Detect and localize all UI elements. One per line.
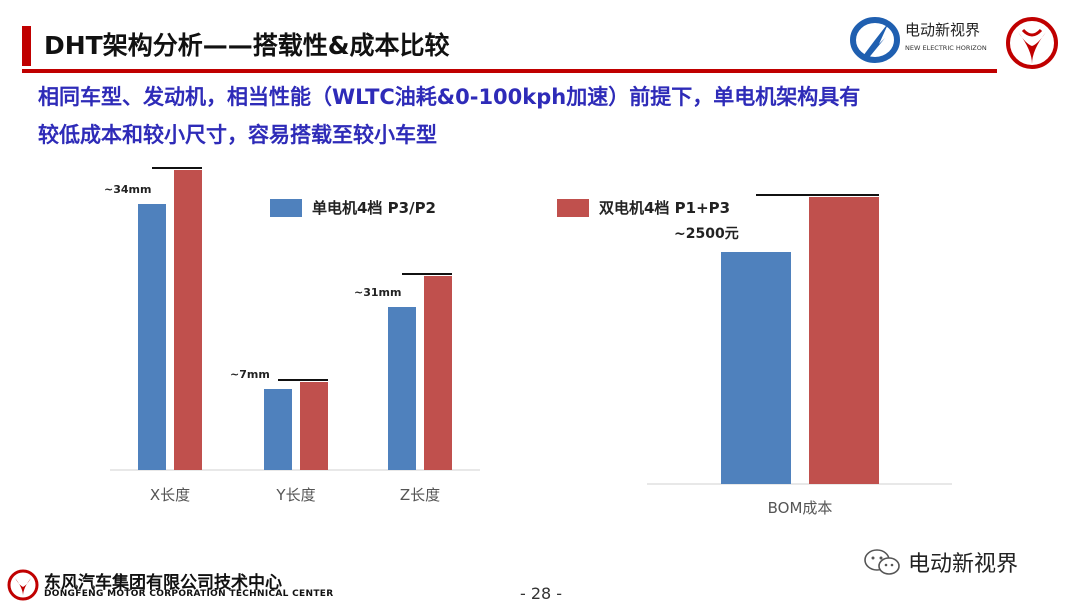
- bar-single-motor: [721, 252, 791, 484]
- bar-dual-motor: [424, 276, 452, 470]
- bar-dual-motor: [300, 382, 328, 470]
- legend-label-dual-motor: 双电机4档 P1+P3: [599, 199, 731, 217]
- wechat-icon: [864, 549, 900, 575]
- watermark-text: 电动新视界: [908, 552, 1019, 577]
- footer-company-name: 东风汽车集团有限公司技术中心: [44, 573, 282, 593]
- bar-dual-motor: [174, 170, 202, 470]
- bar-single-motor: [138, 204, 166, 470]
- wechat-watermark: 电动新视界: [862, 546, 1018, 578]
- page-number: - 28 -: [520, 584, 563, 603]
- legend-swatch-dual-motor: [557, 198, 589, 217]
- footer-company-en: DONGFENG MOTOR CORPORATION TECHNICAL CEN…: [44, 589, 334, 599]
- legend-item-single-motor: 单电机4档 P3/P2: [270, 197, 436, 218]
- bar-single-motor: [388, 307, 416, 470]
- dongfeng-logo-icon: [1006, 17, 1058, 69]
- footer-dongfeng-logo-icon: [7, 569, 39, 601]
- page-title: DHT架构分析——搭载性&成本比较: [44, 31, 450, 60]
- brand-subtitle: NEW ELECTRIC HORIZON: [905, 44, 987, 52]
- new-electric-horizon-logo-icon: [850, 17, 900, 63]
- legend-swatch-single-motor: [270, 198, 302, 217]
- difference-annotation: ~7mm: [230, 368, 270, 381]
- category-label: BOM成本: [768, 499, 833, 517]
- header-logo-area: 电动新视界 NEW ELECTRIC HORIZON: [845, 10, 1065, 72]
- title-box: DHT架构分析——搭载性&成本比较: [22, 14, 997, 73]
- title-accent-bar: [22, 26, 31, 66]
- headline-line-1: 相同车型、发动机，相当性能（WLTC油耗&0-100kph加速）前提下，单电机架…: [38, 85, 861, 109]
- difference-annotation: ~34mm: [104, 183, 151, 196]
- category-label: Z长度: [400, 486, 440, 504]
- bar-dual-motor: [809, 197, 879, 484]
- brand-name: 电动新视界: [905, 21, 980, 39]
- difference-annotation: ~2500元: [674, 226, 739, 242]
- headline: 相同车型、发动机，相当性能（WLTC油耗&0-100kph加速）前提下，单电机架…: [38, 78, 1018, 154]
- bar-single-motor: [264, 389, 292, 470]
- headline-line-2: 较低成本和较小尺寸，容易搭载至较小车型: [38, 123, 437, 147]
- category-label: Y长度: [275, 486, 315, 504]
- difference-annotation: ~31mm: [354, 286, 401, 299]
- title-underline: [22, 69, 997, 73]
- category-label: X长度: [150, 486, 190, 504]
- legend-label-single-motor: 单电机4档 P3/P2: [312, 199, 436, 217]
- legend-item-dual-motor: 双电机4档 P1+P3: [557, 197, 730, 218]
